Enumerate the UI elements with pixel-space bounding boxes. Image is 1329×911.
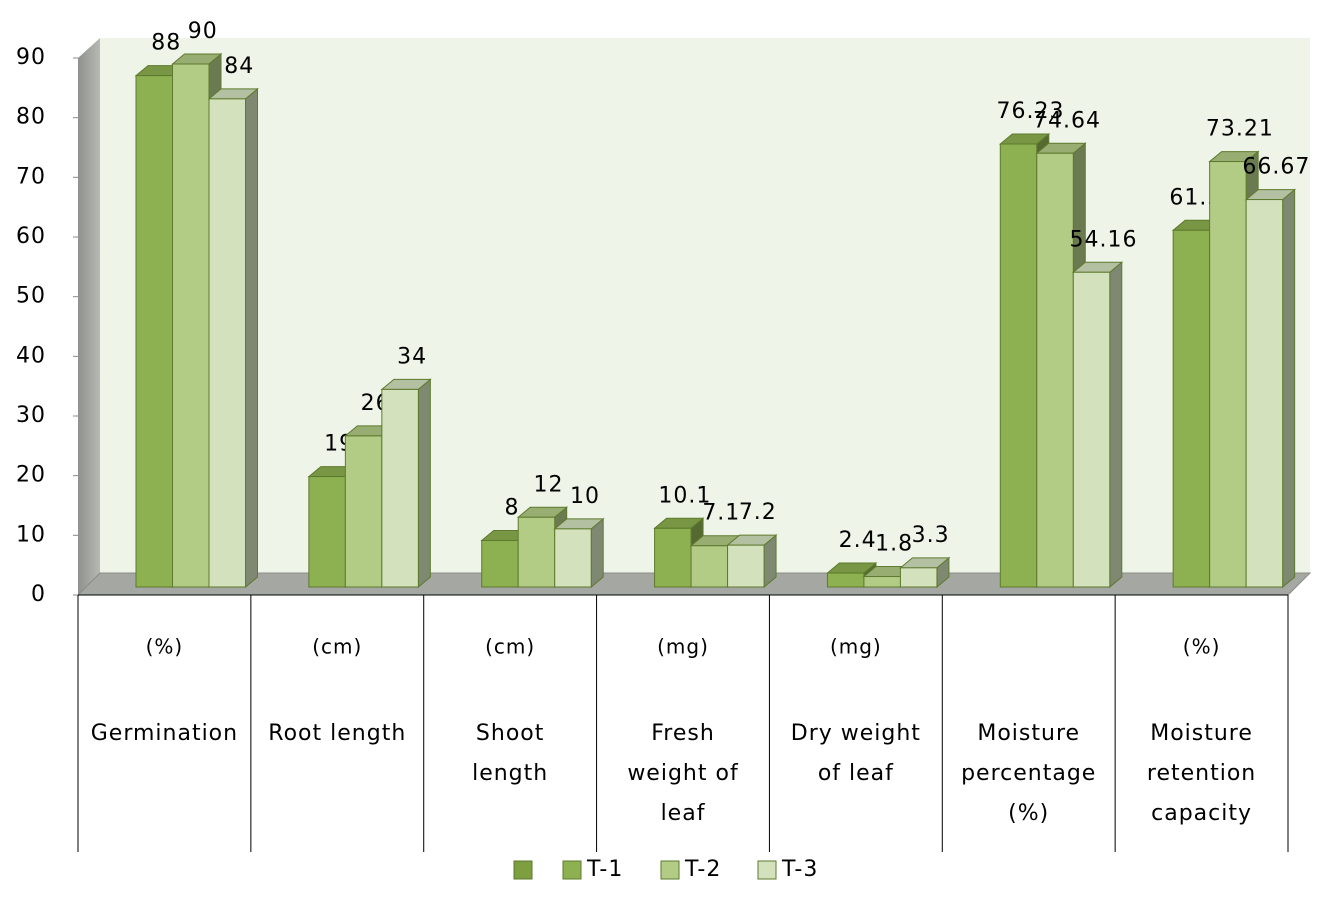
bar <box>344 435 383 588</box>
y-tick-label: 70 <box>16 164 46 189</box>
value-label: 2.4 <box>839 528 877 553</box>
category-label: of leaf <box>818 761 894 786</box>
category-label: Dry weight <box>791 721 921 746</box>
bar <box>208 98 246 588</box>
value-label: 7.2 <box>739 500 777 525</box>
value-label: 66.67 <box>1242 155 1310 180</box>
legend-swatch <box>562 860 582 880</box>
category-label: weight of <box>627 761 739 786</box>
category-label: retention <box>1147 761 1256 786</box>
legend-swatch <box>660 860 680 880</box>
legend-label: T-1 <box>586 857 623 882</box>
value-label: 54.16 <box>1070 227 1138 252</box>
value-label: 12 <box>533 472 563 497</box>
category-label: Shoot <box>476 721 544 746</box>
value-label: 76.23 <box>997 99 1065 124</box>
bar <box>727 544 765 588</box>
bar <box>690 545 729 588</box>
bar <box>1245 199 1284 588</box>
value-label: 1.8 <box>875 532 913 557</box>
bar-side <box>1282 188 1296 589</box>
legend-label: T-3 <box>781 857 818 882</box>
value-label: 88 <box>151 31 181 56</box>
category-unit: (mg) <box>830 635 882 659</box>
category-label: Germination <box>91 721 238 746</box>
bar-side <box>245 87 258 589</box>
bar <box>1072 271 1111 588</box>
category-label: capacity <box>1151 801 1252 826</box>
bar <box>999 143 1038 588</box>
bar <box>517 516 556 588</box>
category-label: Fresh <box>651 721 715 746</box>
bar <box>1036 152 1074 588</box>
category-label: length <box>472 761 548 786</box>
bar <box>1172 229 1211 588</box>
category-unit: (%) <box>1183 635 1221 659</box>
value-label: 74.64 <box>1033 108 1101 133</box>
category-label: Root length <box>268 721 406 746</box>
value-label: 90 <box>188 19 218 44</box>
bar <box>554 528 592 588</box>
bar <box>826 572 865 588</box>
category-label: Moisture <box>977 721 1080 746</box>
bar-side <box>590 517 604 589</box>
value-label: 8 <box>504 496 519 521</box>
y-tick-label: 0 <box>31 582 46 607</box>
y-tick-label: 50 <box>16 284 46 309</box>
category-label: (%) <box>1008 801 1049 826</box>
bar <box>481 540 519 588</box>
bar <box>1209 161 1247 588</box>
y-tick-label: 10 <box>16 522 46 547</box>
y-tick-label: 80 <box>16 105 46 130</box>
value-label: 73.21 <box>1206 117 1274 142</box>
bar <box>654 527 692 588</box>
legend-marker <box>513 860 533 880</box>
bar <box>381 388 419 588</box>
bar-side <box>1109 261 1123 589</box>
category-label: Moisture <box>1150 721 1253 746</box>
y-tick-label: 30 <box>16 403 46 428</box>
value-label: 10.1 <box>658 483 711 508</box>
value-label: 3.3 <box>912 523 950 548</box>
y-tick-label: 20 <box>16 463 46 488</box>
value-label: 10 <box>570 484 600 509</box>
category-unit: (cm) <box>485 635 535 659</box>
category-label: leaf <box>661 801 706 826</box>
bar <box>172 63 210 588</box>
bar <box>899 567 938 588</box>
bar <box>135 75 173 588</box>
legend-label: T-2 <box>684 857 721 882</box>
bar-side <box>417 378 431 589</box>
value-label: 7.1 <box>702 501 740 526</box>
bar <box>863 576 901 588</box>
value-label: 34 <box>397 344 427 369</box>
y-tick-label: 40 <box>16 343 46 368</box>
category-unit: (mg) <box>657 635 709 659</box>
category-unit: (%) <box>146 635 184 659</box>
value-label: 84 <box>224 54 254 79</box>
y-tick-label: 90 <box>16 45 46 70</box>
bar <box>308 476 346 588</box>
legend-swatch <box>757 860 777 880</box>
side-wall <box>78 38 100 595</box>
category-unit: (cm) <box>312 635 362 659</box>
y-tick-label: 60 <box>16 224 46 249</box>
category-label: percentage <box>961 761 1096 786</box>
